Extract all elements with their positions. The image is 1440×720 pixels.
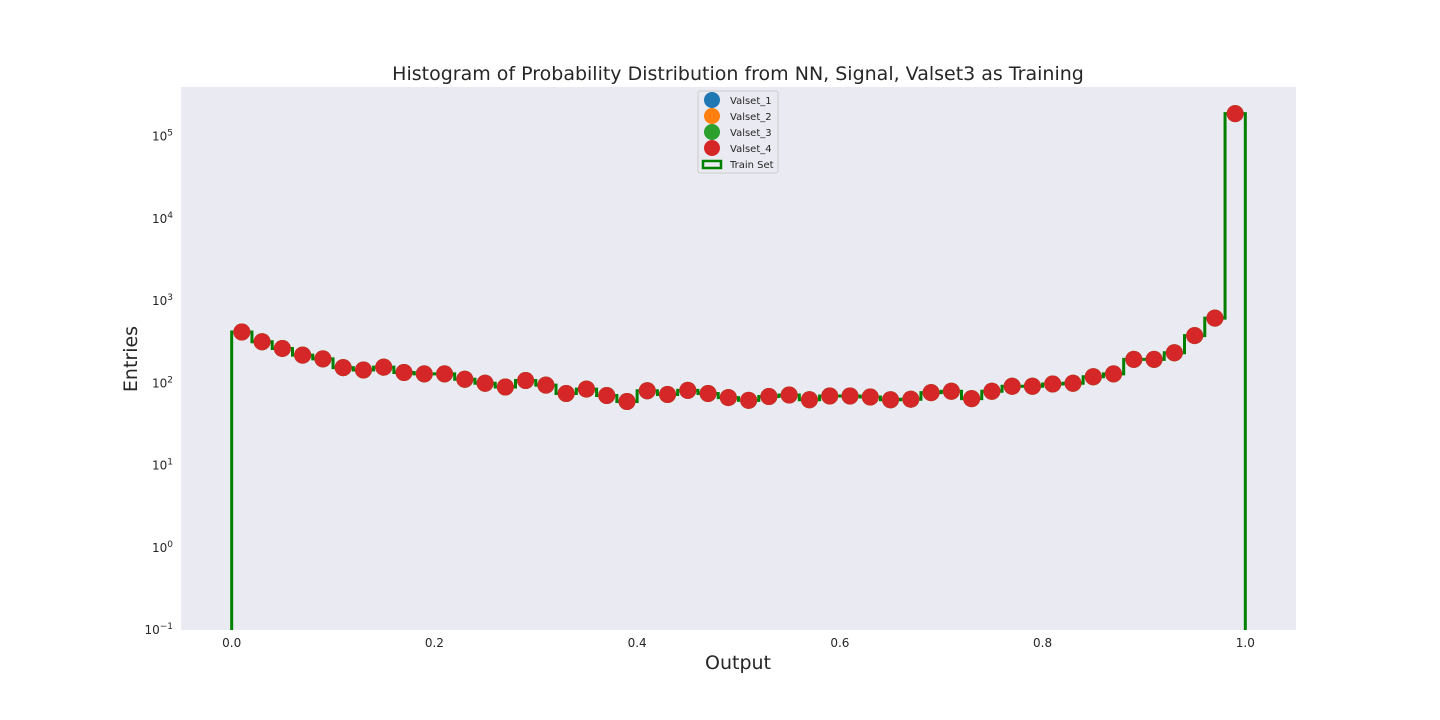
data-point: [659, 386, 677, 404]
legend-item: Valset_2: [704, 108, 772, 124]
data-point: [598, 386, 616, 404]
y-axis-ticks: 10−1 100 101 102 103 104 105: [144, 129, 173, 637]
legend-label: Valset_3: [730, 128, 772, 139]
data-point: [1044, 375, 1062, 393]
x-axis-label: Output: [705, 652, 771, 674]
x-tick-label: 0.4: [628, 636, 647, 650]
data-point: [1125, 350, 1143, 368]
legend-item: Valset_4: [704, 140, 772, 156]
legend-item: Valset_1: [704, 92, 772, 108]
chart-title: Histogram of Probability Distribution fr…: [392, 63, 1084, 85]
y-axis-label: Entries: [120, 326, 142, 392]
data-point: [436, 365, 454, 383]
plot-area: [181, 87, 1296, 630]
legend-item: Train Set: [701, 159, 774, 171]
y-tick-label: 102: [152, 375, 173, 390]
data-point: [314, 350, 332, 368]
data-point: [780, 386, 798, 404]
data-point: [354, 361, 372, 379]
data-point: [699, 385, 717, 403]
data-point: [334, 359, 352, 377]
data-point: [760, 388, 778, 406]
data-point: [983, 382, 1001, 400]
data-point: [1023, 377, 1041, 395]
data-point: [557, 385, 575, 403]
data-point: [942, 382, 960, 400]
x-tick-label: 0.2: [425, 636, 444, 650]
y-tick-label: 103: [152, 293, 173, 308]
legend-marker: [704, 108, 720, 124]
data-point: [253, 333, 271, 351]
data-point: [861, 388, 879, 406]
y-tick-label: 100: [152, 540, 173, 555]
data-point: [638, 382, 656, 400]
legend: Valset_1 Valset_2 Valset_3 Valset_4 Train Se…: [697, 90, 779, 174]
data-point: [882, 391, 900, 409]
data-point: [496, 378, 514, 396]
legend-patch: [701, 159, 723, 170]
x-tick-label: 0.8: [1033, 636, 1052, 650]
data-point: [1084, 368, 1102, 386]
data-markers: [233, 105, 1244, 411]
data-point: [618, 393, 636, 411]
data-point: [1226, 105, 1244, 123]
legend-marker: [704, 124, 720, 140]
data-point: [395, 364, 413, 382]
data-point: [375, 358, 393, 376]
y-tick-label: 10−1: [144, 622, 173, 637]
data-point: [1186, 327, 1204, 345]
legend-item: Valset_3: [704, 124, 772, 140]
data-point: [963, 390, 981, 408]
legend-label: Valset_4: [730, 144, 772, 155]
data-point: [476, 374, 494, 392]
data-point: [719, 389, 737, 407]
legend-label: Valset_2: [730, 112, 772, 123]
x-tick-label: 0.0: [222, 636, 241, 650]
legend-marker: [704, 140, 720, 156]
data-point: [1206, 309, 1224, 327]
data-point: [1003, 377, 1021, 395]
data-point: [1165, 344, 1183, 362]
data-point: [456, 370, 474, 388]
data-point: [294, 346, 312, 364]
x-tick-label: 0.6: [830, 636, 849, 650]
data-point: [800, 391, 818, 409]
data-point: [233, 323, 251, 341]
data-point: [1145, 350, 1163, 368]
data-point: [537, 376, 555, 394]
legend-label: Valset_1: [730, 96, 772, 107]
y-tick-label: 101: [152, 458, 173, 473]
data-point: [517, 372, 535, 390]
data-point: [841, 387, 859, 405]
y-tick-label: 104: [152, 211, 173, 226]
data-point: [1105, 365, 1123, 383]
legend-label: Train Set: [729, 160, 774, 171]
legend-marker: [704, 92, 720, 108]
data-point: [821, 387, 839, 405]
data-point: [1064, 374, 1082, 392]
y-tick-label: 105: [152, 129, 173, 144]
data-point: [577, 380, 595, 398]
data-point: [902, 390, 920, 408]
data-point: [273, 339, 291, 357]
x-axis-ticks: 0.0 0.2 0.4 0.6 0.8 1.0: [222, 636, 1255, 650]
data-point: [679, 381, 697, 399]
data-point: [740, 391, 758, 409]
data-point: [922, 384, 940, 402]
x-tick-label: 1.0: [1236, 636, 1255, 650]
series-valset-4: [233, 105, 1244, 411]
data-point: [415, 365, 433, 383]
